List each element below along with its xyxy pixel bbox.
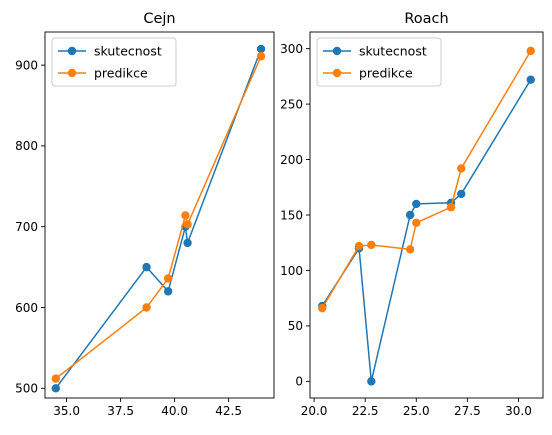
x-tick-label: 20.0 [301,404,328,418]
x-tick-label: 30.0 [505,404,532,418]
legend-marker [332,68,342,78]
chart-title: Roach [404,11,448,27]
data-point [446,203,456,212]
legend-label: predikce [94,66,148,81]
data-point [256,44,266,54]
y-tick-label: 250 [280,97,303,111]
y-tick-label: 100 [280,264,303,278]
x-tick-label: 42.5 [215,404,242,418]
data-point [51,374,61,383]
y-tick-label: 800 [15,139,38,153]
y-tick-label: 0 [295,375,303,389]
legend-label: skutecnost [94,44,162,59]
data-point [405,245,415,254]
series-1 [318,46,535,313]
x-tick-label: 35.0 [53,404,80,418]
chart-0: Cejn 35.0 37.5 40.0 42.5 500 600 700 800 900 skute… [15,11,275,418]
data-point [367,240,376,250]
legend-box [316,37,442,87]
y-tick-label: 300 [280,42,303,56]
data-point [181,211,190,220]
legend-marker [332,46,342,56]
data-point [405,210,415,220]
data-point [142,262,151,272]
legend-box [51,37,177,87]
data-point [318,303,327,313]
x-tick-label: 37.5 [107,404,134,418]
y-tick-label: 500 [15,382,38,396]
data-point [457,164,466,173]
series-1 [51,52,266,383]
data-point [163,274,173,283]
data-point [412,199,421,209]
legend: skutecnost predikce [316,37,442,87]
data-point [51,384,61,393]
x-tick-label: 25.0 [403,404,430,418]
data-point [457,189,466,199]
y-tick-label: 600 [15,301,38,315]
y-tick-label: 700 [15,220,38,234]
axes-frame [309,31,544,399]
legend-marker [67,68,77,78]
data-point [367,377,376,386]
legend-label: predikce [359,66,413,81]
data-point [354,241,364,251]
data-point [526,75,535,84]
y-tick-label: 150 [280,208,303,222]
data-point [163,287,173,296]
data-point [256,52,266,61]
legend-label: skutecnost [359,44,427,59]
series-line [321,50,532,309]
y-tick-label: 900 [15,58,38,72]
chart-1: Roach 20.0 22.5 25.0 27.5 30.0 0 50 100 150 200 250… [280,11,544,418]
y-tick-label: 50 [288,319,303,333]
series-line [55,48,262,389]
y-tick-label: 200 [280,153,303,167]
series-line [55,55,262,380]
data-point [183,238,192,248]
axes-frame [44,31,275,399]
series-line [321,79,532,383]
series-0 [51,44,266,393]
data-point [526,46,535,56]
data-point [183,220,192,229]
legend: skutecnost predikce [51,37,177,87]
chart-title: Cejn [143,11,175,27]
x-tick-label: 40.0 [161,404,188,418]
series-0 [318,75,535,386]
legend-marker [67,46,77,56]
data-point [412,218,421,227]
x-tick-label: 22.5 [352,404,379,418]
x-tick-label: 27.5 [454,404,481,418]
data-point [142,303,151,312]
